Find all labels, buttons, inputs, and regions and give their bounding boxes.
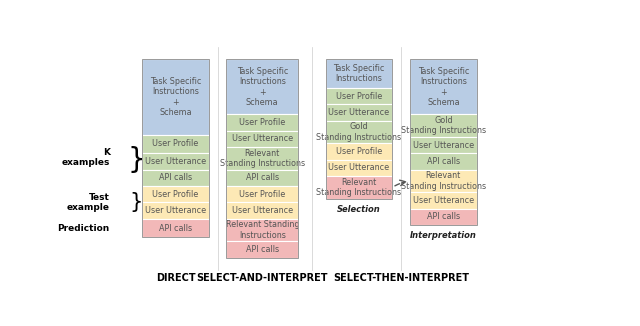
Text: Gold
Standing Instructions: Gold Standing Instructions [316,122,401,142]
Text: API calls: API calls [159,224,192,232]
Text: User Profile: User Profile [336,147,382,156]
Text: User Utterance: User Utterance [328,108,390,117]
Bar [326,88,392,104]
Bar [410,59,477,114]
Text: Relevant
Standing Instructions: Relevant Standing Instructions [401,171,486,191]
Text: User Utterance: User Utterance [413,141,474,150]
Text: User Profile: User Profile [239,190,285,199]
Bar [410,170,477,192]
Text: Task Specific
Instructions: Task Specific Instructions [333,64,385,83]
Text: User Utterance: User Utterance [232,206,293,215]
Text: User Profile: User Profile [336,92,382,101]
Text: User Profile: User Profile [152,140,198,148]
Bar [326,160,392,176]
Bar [410,153,477,170]
Text: Task Specific
Instructions
+
Schema: Task Specific Instructions + Schema [418,67,469,107]
Bar [227,114,298,131]
Text: SELECT-AND-INTERPRET: SELECT-AND-INTERPRET [196,273,328,283]
Text: Task Specific
Instructions
+
Schema: Task Specific Instructions + Schema [237,67,288,107]
Bar [227,202,298,219]
Text: User Utterance: User Utterance [232,134,293,143]
Text: Gold
Standing Instructions: Gold Standing Instructions [401,116,486,135]
Bar [326,143,392,160]
Bar [326,104,392,121]
Text: User Utterance: User Utterance [413,196,474,205]
Text: API calls: API calls [427,212,460,221]
Text: User Profile: User Profile [152,190,198,199]
Text: }: } [129,192,143,212]
Text: API calls: API calls [159,173,192,182]
Bar [410,137,477,153]
Text: SELECT-THEN-INTERPRET: SELECT-THEN-INTERPRET [333,273,469,283]
Bar [142,219,209,237]
Bar [326,59,392,88]
Bar [227,186,298,202]
Bar [227,131,298,147]
Bar [326,176,392,199]
Text: }: } [127,146,145,174]
Bar [227,59,298,258]
Bar [227,219,298,241]
Text: Task Specific
Instructions
+
Schema: Task Specific Instructions + Schema [150,77,201,117]
Bar [142,186,209,202]
Text: Relevant
Standing Instructions: Relevant Standing Instructions [220,149,305,168]
Text: Test
example: Test example [67,193,110,212]
Bar [142,59,209,135]
Bar [227,59,298,114]
Text: User Profile: User Profile [239,118,285,127]
Bar [227,147,298,170]
Text: User Utterance: User Utterance [328,163,390,172]
Bar [326,121,392,143]
Text: K
examples: K examples [61,148,110,168]
Bar [142,202,209,219]
Bar [142,153,209,170]
Bar [142,135,209,153]
Bar [142,170,209,186]
Text: Prediction: Prediction [58,224,110,232]
Text: Relevant Standing
Instructions: Relevant Standing Instructions [225,220,299,240]
Text: Selection: Selection [337,205,381,214]
Bar [410,114,477,137]
Text: Interpretation: Interpretation [410,231,477,240]
Bar [410,192,477,209]
Text: API calls: API calls [246,245,279,254]
Text: API calls: API calls [246,173,279,182]
Bar [227,170,298,186]
Text: DIRECT: DIRECT [156,273,195,283]
Bar [227,241,298,258]
Text: User Utterance: User Utterance [145,206,206,215]
Text: Relevant
Standing Instructions: Relevant Standing Instructions [316,178,401,197]
Bar [410,59,477,225]
Bar [142,59,209,237]
Text: User Utterance: User Utterance [145,157,206,166]
Bar [326,59,392,199]
Bar [410,209,477,225]
Text: API calls: API calls [427,157,460,166]
